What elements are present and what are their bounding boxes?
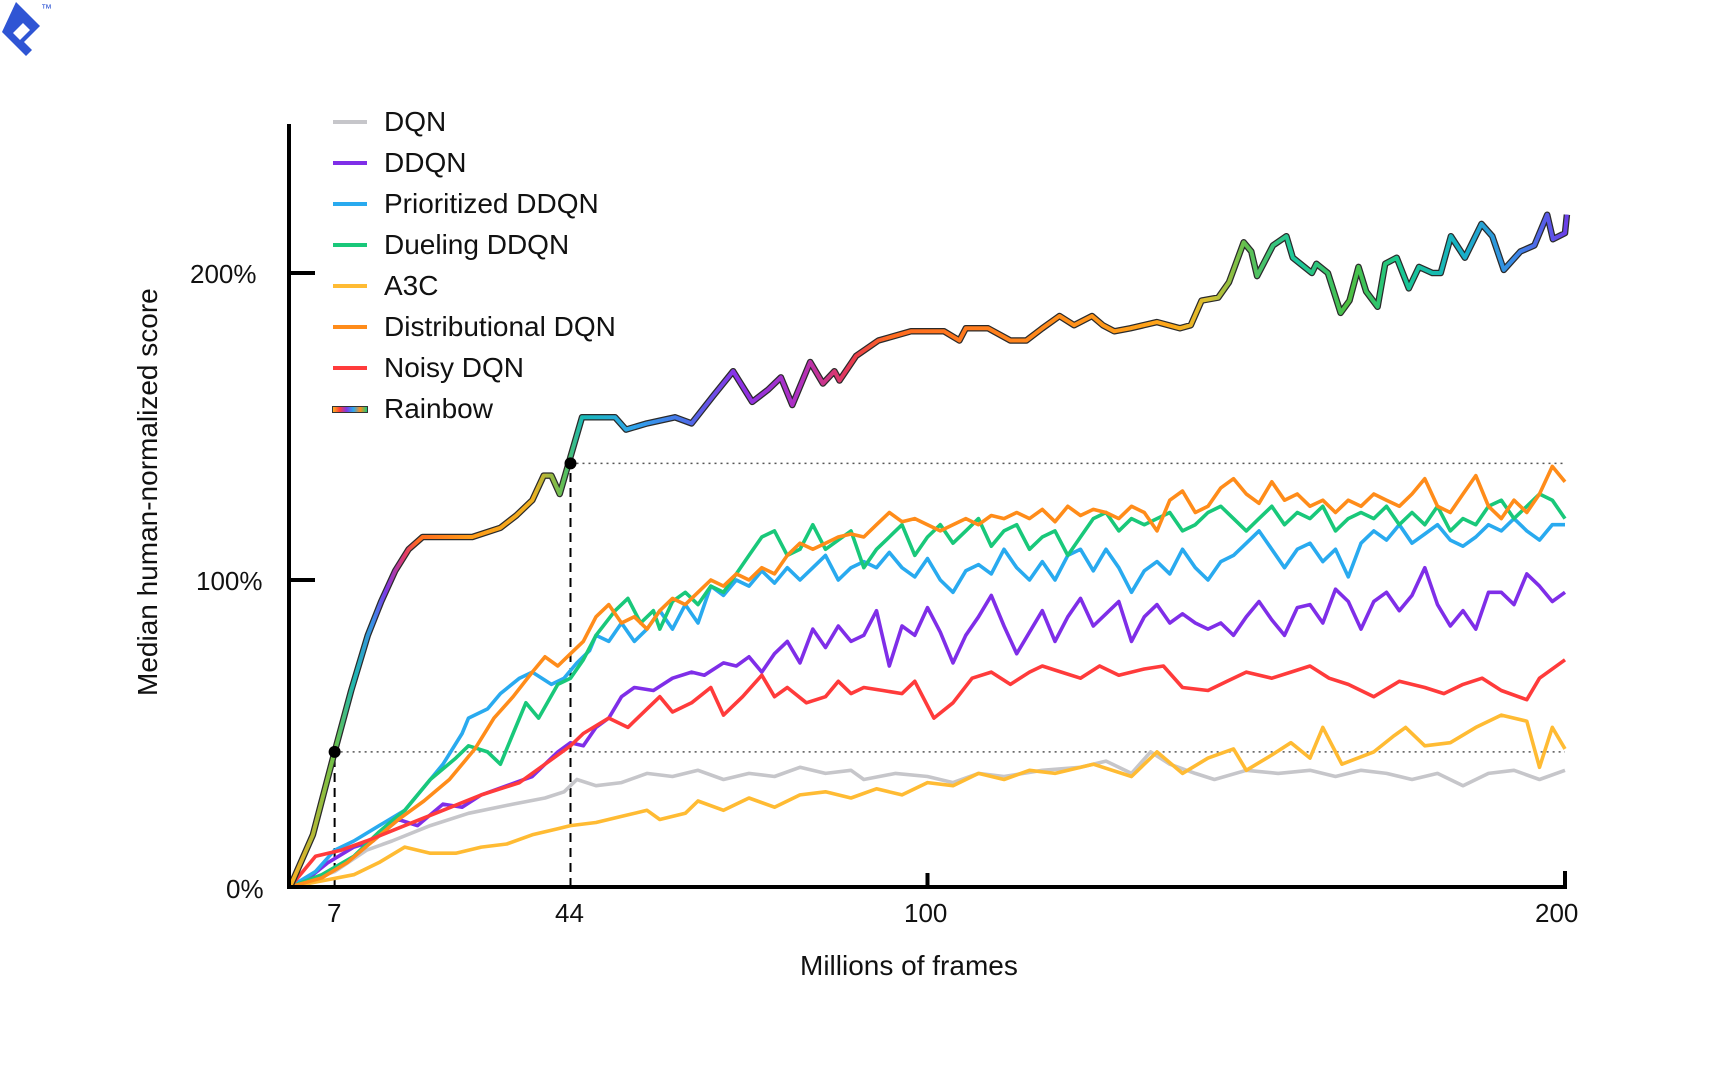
legend-item-prioritized-ddqn: Prioritized DDQN [333,186,599,222]
series-a3c [289,713,1567,889]
y-tick-label-0: 0% [226,874,264,904]
legend-swatch-dqn [333,120,367,124]
annotation-markers [328,457,577,758]
series-prioritized-ddqn [289,516,1565,889]
legend-item-dueling-ddqn: Dueling DDQN [333,227,569,263]
legend-label: A3C [384,270,439,301]
legend-swatch-a3c [333,284,367,288]
legend-label: DDQN [384,147,467,178]
legend-label: Dueling DDQN [384,229,570,260]
x-tick-label-44: 44 [555,898,584,928]
y-tick-label-200: 200% [190,259,257,289]
legend-item-ddqn: DDQN [333,145,466,181]
y-axis-title: Median human-normalized score [132,288,163,696]
series-distributional-dqn [289,464,1567,889]
series-dueling-ddqn [289,492,1567,889]
x-tick-label-200: 200 [1535,898,1579,928]
axes [287,124,1567,889]
x-tick-label-100: 100 [904,898,948,928]
toptal-logo-icon: ™ [2,2,52,56]
annotation-point-marker [328,745,341,758]
legend-swatch-ddqn [333,161,367,165]
series-noisy-dqn [288,658,1567,889]
legend-item-a3c: A3C [333,268,438,304]
series-layer [287,211,1571,889]
series-dqn [289,750,1566,889]
legend-item-noisy-dqn: Noisy DQN [333,350,524,386]
trademark-symbol: ™ [41,3,52,15]
legend-item-distributional-dqn: Distributional DQN [333,309,616,345]
legend-swatch-prioritized-ddqn [333,202,367,206]
legend-item-rainbow: Rainbow [332,391,493,427]
annotation-point-marker [564,457,577,470]
legend-label: DQN [384,106,447,137]
legend-swatch-rainbow [332,405,368,413]
legend-swatch-distributional-dqn [333,325,367,329]
legend-swatch-noisy-dqn [333,366,367,370]
legend-label: Noisy DQN [384,352,525,383]
x-tick-label-7: 7 [327,898,342,928]
y-tick-label-100: 100% [196,566,263,596]
legend-swatch-dueling-ddqn [333,243,367,247]
x-axis-title: Millions of frames [800,950,1018,981]
series-ddqn [289,565,1567,889]
series-rainbow [288,212,1569,888]
legend-item-dqn: DQN [333,104,446,140]
legend-label: Distributional DQN [384,311,616,342]
legend-label: Rainbow [384,393,493,424]
legend-label: Prioritized DDQN [384,188,599,219]
